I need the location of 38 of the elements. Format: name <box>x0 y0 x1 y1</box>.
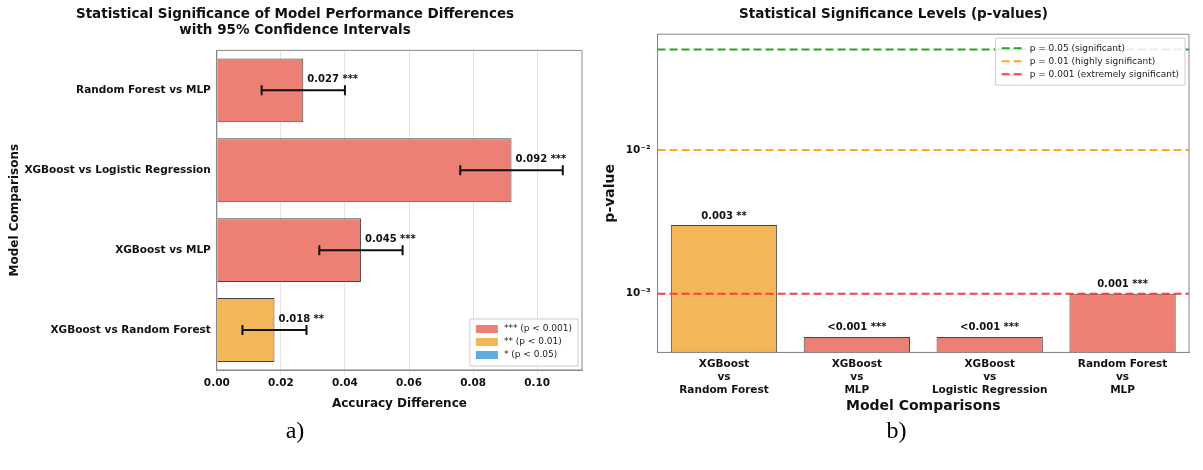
x-tick-label: 0.04 <box>331 376 358 389</box>
legend-label: p = 0.001 (extremely significant) <box>1029 68 1180 79</box>
x-axis-title: Accuracy Difference <box>331 395 467 410</box>
y-tick-label: XGBoost vs Random Forest <box>50 322 211 335</box>
x-tick-label: 0.02 <box>267 376 294 389</box>
legend-label: p = 0.01 (highly significant) <box>1029 55 1156 66</box>
data-label: <0.001 *** <box>960 321 1021 333</box>
x-tick-label: XGBoost vs Random Forest <box>679 357 769 395</box>
data-label: <0.001 *** <box>827 321 888 333</box>
text: b) <box>886 417 907 444</box>
data-label: 0.001 *** <box>1097 278 1149 290</box>
y-axis-title: p-value <box>601 163 618 223</box>
y-tick-label: Random Forest vs MLP <box>76 83 212 96</box>
y-tick-label: 10⁻³ <box>625 286 651 299</box>
data-label: 0.045 *** <box>364 232 417 244</box>
data-label: 0.092 *** <box>515 152 568 164</box>
text: a) <box>285 417 305 444</box>
ref-line-label: p = 0.05 (significant) <box>1029 42 1126 53</box>
y-axis-title: Model Comparisons <box>7 143 22 277</box>
x-axis-title: Model Comparisons <box>845 397 1001 414</box>
y-tick-label: 10⁻² <box>625 142 651 155</box>
x-tick-label: XGBoost vs MLP <box>831 357 883 395</box>
legend-label: *** (p < 0.001) <box>503 323 572 334</box>
chart-title: Statistical Significance Levels (p-values) <box>739 4 1048 21</box>
x-tick-label: Random Forest vs MLP <box>1077 357 1168 395</box>
x-tick-label: 0.08 <box>460 376 487 389</box>
chart-title: Statistical Significance of Model Performance Differences with 95% Confidence Intervals <box>75 4 515 37</box>
data-label: 0.018 ** <box>278 312 325 324</box>
x-tick-label: 0.06 <box>396 376 422 389</box>
x-tick-label: 0.00 <box>203 376 230 389</box>
data-label: 0.003 ** <box>701 209 748 221</box>
y-tick-label: XGBoost vs MLP <box>115 242 212 255</box>
y-tick-label: XGBoost vs Logistic Regression <box>24 162 211 175</box>
legend-label: * (p < 0.05) <box>503 349 558 360</box>
x-tick-label: XGBoost vs Logistic Regression <box>931 357 1048 395</box>
legend-label: ** (p < 0.01) <box>503 336 562 347</box>
data-label: 0.027 *** <box>307 72 359 84</box>
x-tick-label: 0.10 <box>524 376 551 389</box>
